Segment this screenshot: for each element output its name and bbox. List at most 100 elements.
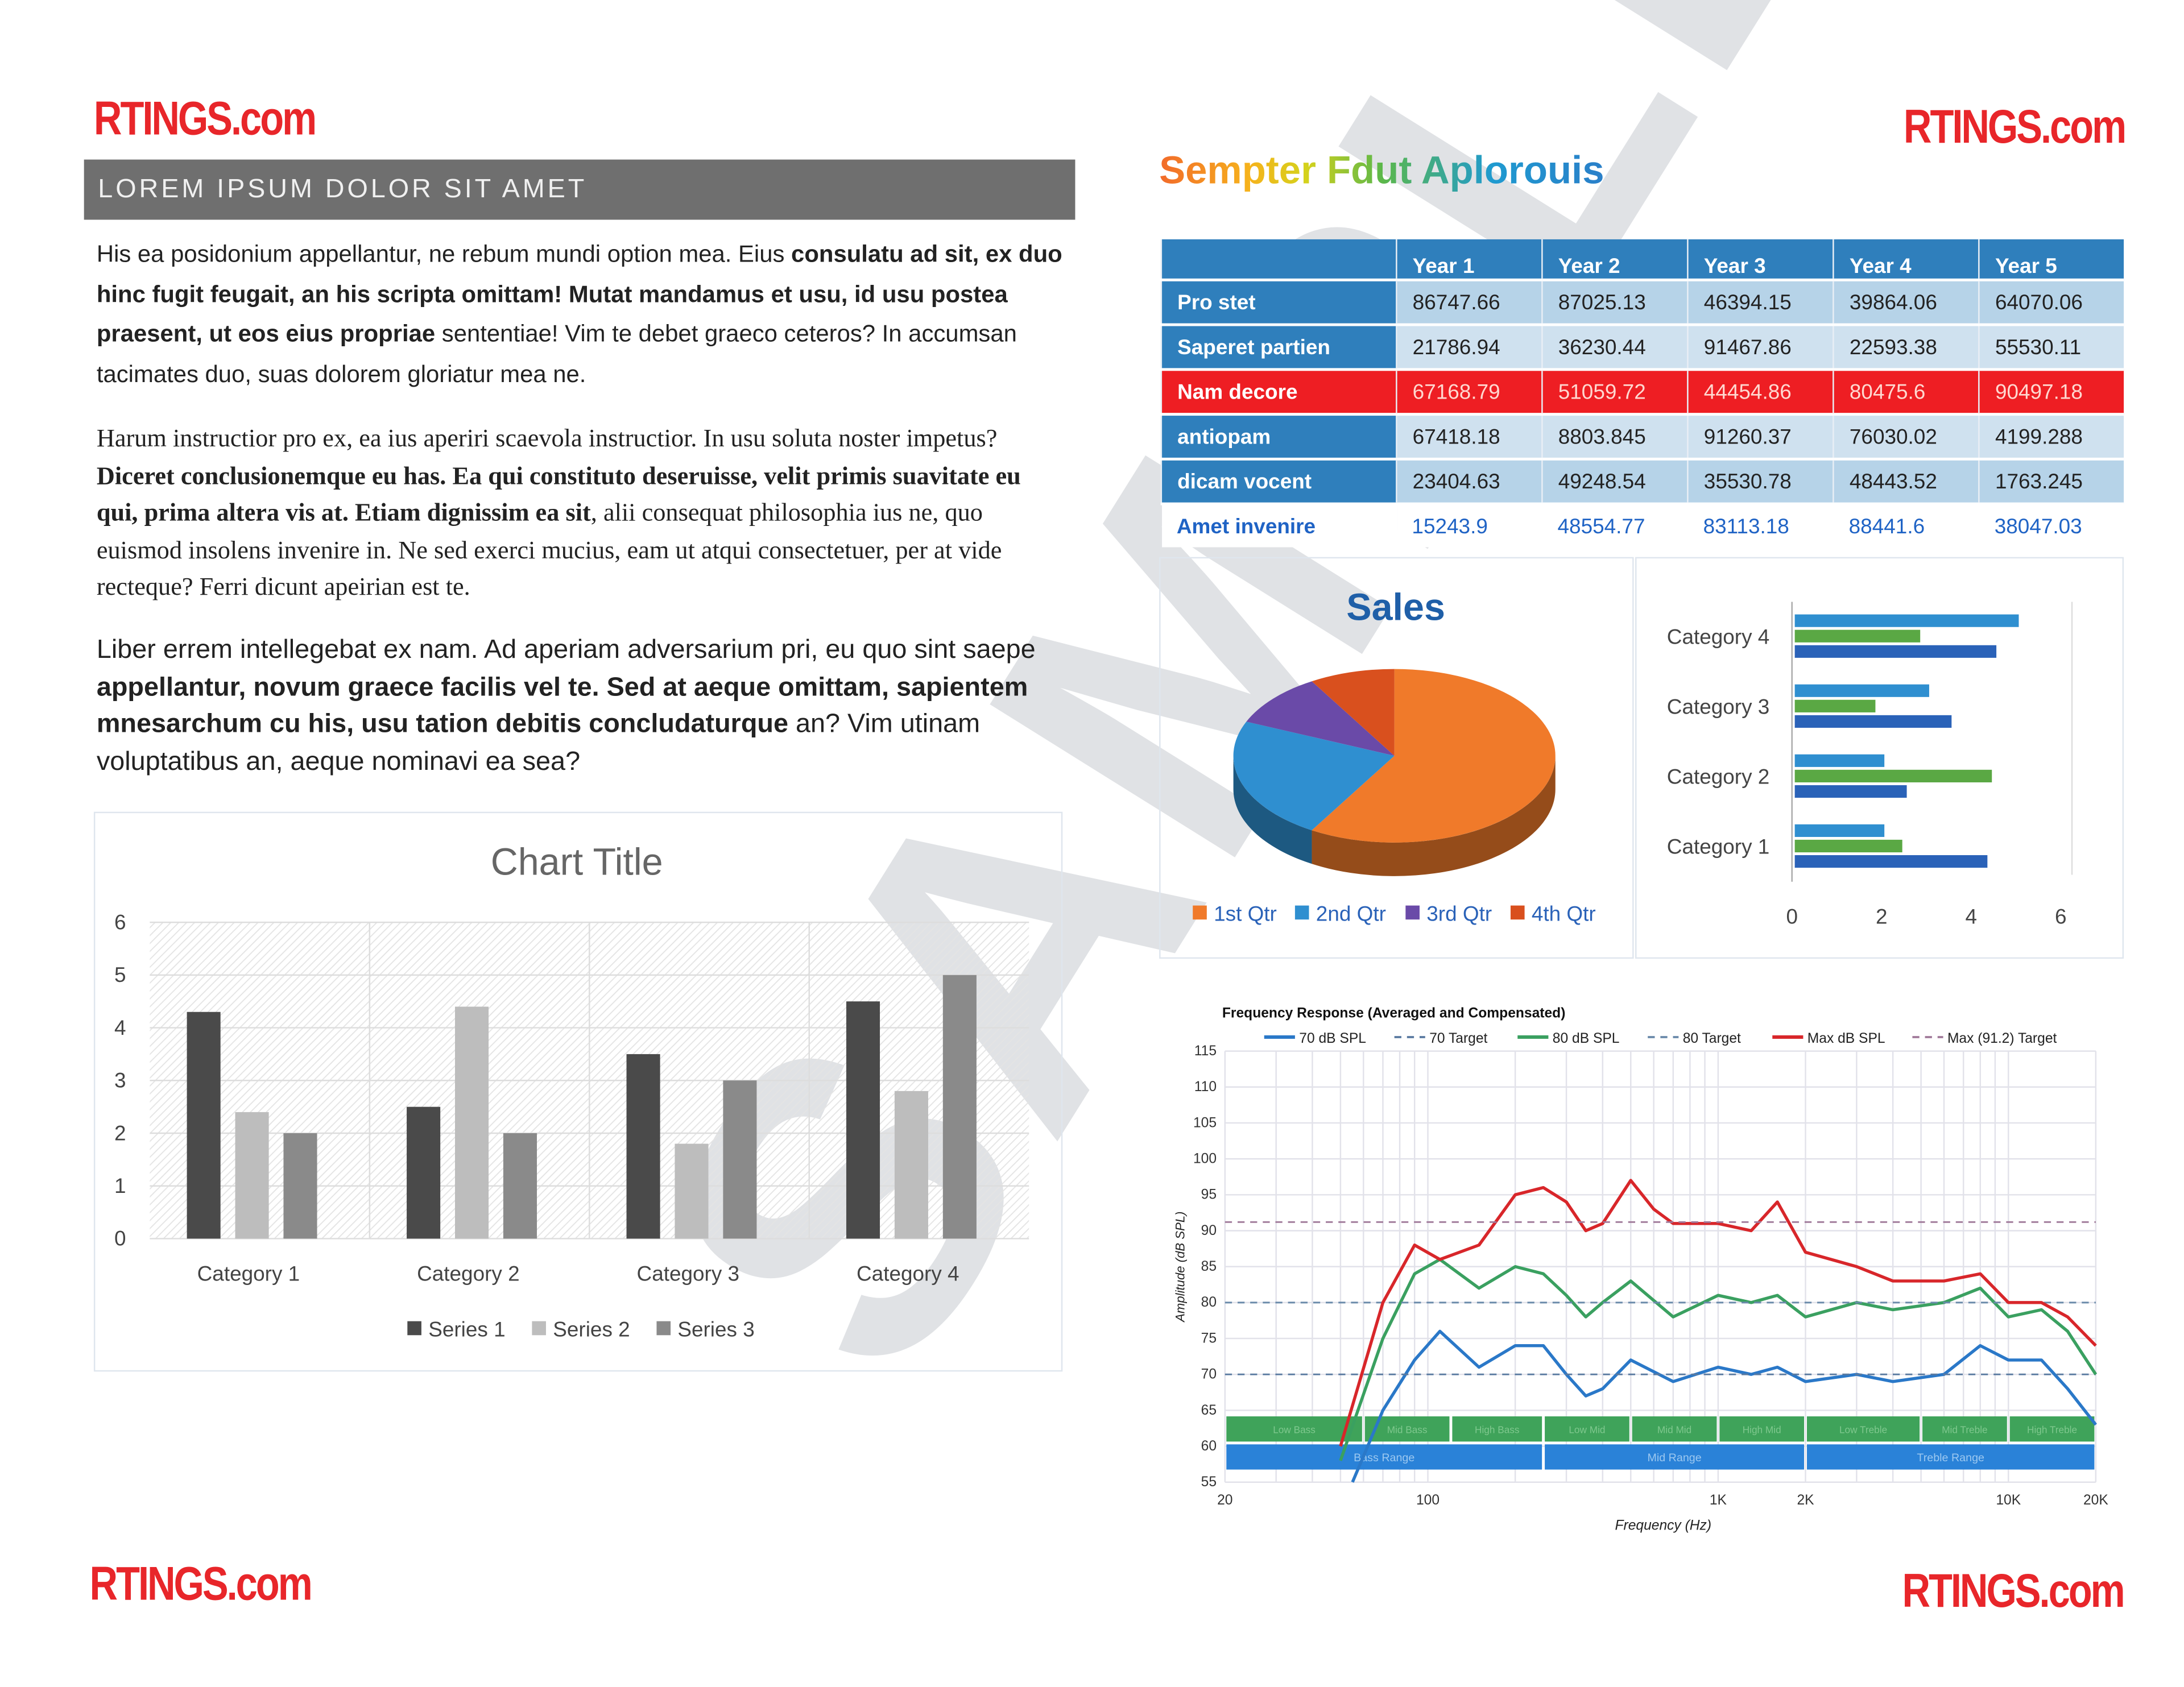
band-label: High Bass bbox=[1475, 1424, 1519, 1436]
y-axis-label: Amplitude (dB SPL) bbox=[1173, 1211, 1187, 1323]
y-tick-label: 1 bbox=[114, 1174, 126, 1197]
legend-swatch bbox=[1405, 905, 1420, 920]
x-tick-label: 2K bbox=[1797, 1493, 1814, 1508]
legend-label: 80 dB SPL bbox=[1553, 1031, 1620, 1046]
table-cell: 38047.03 bbox=[1979, 504, 2124, 548]
column-header: Year 4 bbox=[1833, 239, 1979, 281]
bar bbox=[503, 1133, 537, 1239]
x-tick-label: 4 bbox=[1966, 905, 1978, 929]
bar bbox=[187, 1012, 221, 1239]
band bbox=[1806, 1416, 1920, 1442]
text: Liber errem intellegebat ex nam. Ad aper… bbox=[96, 635, 1036, 665]
table-cell: 67168.79 bbox=[1396, 369, 1542, 416]
paragraph-3: Liber errem intellegebat ex nam. Ad aper… bbox=[97, 633, 1062, 781]
table-cell: 87025.13 bbox=[1541, 280, 1688, 326]
legend-label: Series 2 bbox=[553, 1318, 630, 1341]
row-label: Saperet partien bbox=[1160, 325, 1397, 371]
band bbox=[1719, 1416, 1805, 1442]
bar bbox=[1794, 824, 1885, 837]
bar bbox=[283, 1133, 317, 1239]
bar bbox=[1794, 855, 1988, 868]
chart-title: Frequency Response (Averaged and Compens… bbox=[1222, 1006, 1566, 1021]
x-tick-label: Category 3 bbox=[637, 1262, 740, 1285]
table-cell: 23404.63 bbox=[1396, 459, 1542, 505]
series-line bbox=[1339, 1179, 2097, 1447]
legend-swatch bbox=[407, 1321, 421, 1336]
y-tick-label: 60 bbox=[1201, 1439, 1217, 1454]
table-row: Saperet partien 21786.94 36230.44 91467.86 2… bbox=[1160, 325, 2124, 371]
row-label: antiopam bbox=[1160, 414, 1397, 461]
legend-label: 70 dB SPL bbox=[1299, 1031, 1366, 1046]
table-cell: 1763.245 bbox=[1978, 459, 2124, 505]
y-tick-label: 5 bbox=[114, 963, 126, 986]
legend-label: 1st Qtr bbox=[1214, 902, 1277, 926]
y-tick-label: 0 bbox=[114, 1227, 126, 1250]
x-tick-label: Category 2 bbox=[417, 1262, 520, 1285]
x-tick-label: 20K bbox=[2083, 1493, 2108, 1508]
table-cell: 51059.72 bbox=[1541, 369, 1688, 416]
section-title: Sempter Fdut Aplorouis bbox=[1159, 148, 1604, 193]
range-band bbox=[1545, 1444, 1805, 1470]
y-tick-label: Category 2 bbox=[1667, 765, 1770, 788]
table-cell: 55530.11 bbox=[1978, 325, 2124, 371]
table-cell: 39864.06 bbox=[1833, 280, 1979, 326]
table-cell: 67418.18 bbox=[1396, 414, 1542, 461]
table-cell: 49248.54 bbox=[1541, 459, 1688, 505]
pie-slice-side bbox=[1233, 756, 1312, 864]
pie-slice bbox=[1312, 669, 1556, 843]
column-chart-frame bbox=[93, 811, 1063, 1372]
y-tick-label: 85 bbox=[1201, 1259, 1217, 1274]
legend-label: 3rd Qtr bbox=[1426, 902, 1492, 926]
bar bbox=[846, 1001, 880, 1239]
text: His ea posidonium appellantur, ne rebum … bbox=[96, 241, 792, 268]
row-label: Nam decore bbox=[1160, 369, 1397, 416]
range-label: Mid Range bbox=[1647, 1452, 1701, 1464]
text: sententiae! Vim te debet graeco ceteros?… bbox=[96, 320, 1017, 387]
y-tick-label: 55 bbox=[1201, 1474, 1217, 1490]
table-cell: 80475.6 bbox=[1833, 369, 1979, 416]
legend-label: 70 Target bbox=[1429, 1031, 1487, 1046]
bar bbox=[1794, 785, 1907, 798]
band bbox=[1632, 1416, 1717, 1442]
band bbox=[1545, 1416, 1629, 1442]
table-row: dicam vocent 23404.63 49248.54 35530.78 4844… bbox=[1160, 459, 2124, 505]
legend-swatch bbox=[1193, 905, 1207, 920]
y-tick-label: Category 4 bbox=[1667, 625, 1770, 648]
table-row: Amet invenire 15243.9 48554.77 83113.18 8844… bbox=[1161, 504, 2124, 548]
table-cell: 36230.44 bbox=[1541, 325, 1688, 371]
table-cell: 44454.86 bbox=[1687, 369, 1834, 416]
y-tick-label: 105 bbox=[1193, 1115, 1217, 1130]
x-tick-label: 10K bbox=[1996, 1493, 2021, 1508]
table-cell: 46394.15 bbox=[1687, 280, 1834, 326]
band bbox=[1226, 1416, 1362, 1442]
bar bbox=[235, 1112, 269, 1239]
paragraph-2: Harum instructior pro ex, ea ius aperiri… bbox=[97, 420, 1062, 605]
column-header: Year 5 bbox=[1978, 239, 2124, 281]
table-cell: 76030.02 bbox=[1833, 414, 1979, 461]
band bbox=[1452, 1416, 1542, 1442]
range-label: Treble Range bbox=[1917, 1452, 1984, 1464]
table-cell: 83113.18 bbox=[1687, 504, 1834, 548]
table-row: Nam decore 67168.79 51059.72 44454.86 80475.… bbox=[1160, 369, 2124, 416]
column-header: Year 1 bbox=[1396, 239, 1542, 281]
pie-chart-frame bbox=[1159, 557, 1634, 959]
band-label: Mid Mid bbox=[1657, 1424, 1691, 1436]
table-cell: 4199.288 bbox=[1978, 414, 2124, 461]
legend-swatch bbox=[532, 1321, 546, 1336]
text: Harum instructior pro ex, ea ius aperiri… bbox=[96, 424, 998, 453]
legend-label: 4th Qtr bbox=[1532, 902, 1596, 926]
pie-slice bbox=[1233, 722, 1395, 831]
column-header: Year 2 bbox=[1541, 239, 1688, 281]
chart-title: Chart Title bbox=[491, 841, 663, 883]
y-tick-label: 90 bbox=[1201, 1223, 1217, 1238]
x-tick-label: Category 4 bbox=[857, 1262, 959, 1285]
logo-bottom-left: RTINGS.com bbox=[89, 1557, 313, 1611]
logo-top-left: RTINGS.com bbox=[93, 92, 317, 146]
table-cell: 91260.37 bbox=[1687, 414, 1834, 461]
bar bbox=[723, 1080, 757, 1239]
table-cell: 35530.78 bbox=[1687, 459, 1834, 505]
